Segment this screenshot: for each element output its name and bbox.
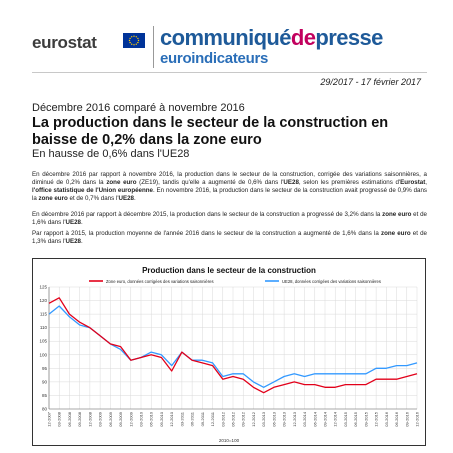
x-tick-label: 12-2012 <box>251 411 256 426</box>
x-tick-label: 03-2012 <box>220 411 225 426</box>
x-tick-label: 03-2009 <box>98 411 103 426</box>
chart-title: Production dans le secteur de la constru… <box>142 266 316 275</box>
x-tick-label: 12-2008 <box>87 411 92 426</box>
x-tick-label: 03-2011 <box>179 411 184 426</box>
x-tick-label: 03-2014 <box>302 411 307 426</box>
x-tick-label: 06-2008 <box>67 411 72 426</box>
x-tick-label: 06-2015 <box>353 411 358 426</box>
article-subtitle: En hausse de 0,6% dans l'UE28 <box>32 148 190 160</box>
paragraph-2: En décembre 2016 par rapport à décembre … <box>32 211 427 226</box>
legend-label-ue28: UE28, données corrigées des variations s… <box>282 279 381 284</box>
x-tick-label: 03-2010 <box>139 411 144 426</box>
y-tick-label: 100 <box>39 352 47 357</box>
x-tick-label: 12-2013 <box>292 411 297 426</box>
x-tick-label: 06-2014 <box>312 411 317 426</box>
x-tick-label: 09-2009 <box>118 411 123 426</box>
x-tick-label: 09-2011 <box>200 411 205 426</box>
chart-canvas: Production dans le secteur de la constru… <box>39 266 420 443</box>
x-tick-label: 09-2010 <box>159 411 164 426</box>
masthead-divider <box>153 26 154 68</box>
x-tick-label: 03-2016 <box>384 411 389 426</box>
x-tick-label: 09-2015 <box>363 411 368 426</box>
x-tick-label: 06-2011 <box>190 411 195 426</box>
x-tick-label: 09-2012 <box>241 411 246 426</box>
x-tick-label: 06-2013 <box>271 411 276 426</box>
paragraph-3: Par rapport à 2015, la production moyenn… <box>32 230 427 245</box>
x-tick-label: 09-2014 <box>323 411 328 426</box>
x-tick-label: 09-2013 <box>282 411 287 426</box>
x-tick-label: 12-2011 <box>210 411 215 426</box>
communique-de-presse-logo: communiquédepresse <box>160 25 383 50</box>
x-tick-label: 12-2010 <box>169 411 174 426</box>
x-tick-label: 06-2009 <box>108 411 113 426</box>
eurostat-logo: eurostat <box>32 33 97 52</box>
x-tick-label: 03-2008 <box>57 411 62 426</box>
y-tick-label: 120 <box>39 298 47 303</box>
article-title: La production dans le secteur de la cons… <box>32 115 389 148</box>
y-tick-label: 125 <box>39 285 47 290</box>
x-tick-label: 03-2015 <box>343 411 348 426</box>
y-tick-label: 95 <box>42 366 48 371</box>
y-tick-label: 85 <box>42 393 48 398</box>
eu-flag-icon <box>123 33 145 48</box>
masthead: eurostat communiquédepresse euroindicate… <box>0 0 453 68</box>
paragraph-1: En décembre 2016 par rapport à novembre … <box>32 171 427 202</box>
x-tick-label: 12-2007 <box>47 411 52 426</box>
x-tick-label: 06-2010 <box>149 411 154 426</box>
x-tick-label: 03-2013 <box>261 411 266 426</box>
x-tick-label: 12-2014 <box>333 411 338 426</box>
x-tick-label: 06-2012 <box>231 411 236 426</box>
x-tick-label: 12-2009 <box>128 411 133 426</box>
y-tick-label: 115 <box>40 312 48 317</box>
y-tick-label: 80 <box>42 407 48 412</box>
legend-label-zone-euro: Zone euro, données corrigées des variati… <box>106 279 214 284</box>
header-rule <box>32 72 427 73</box>
euroindicateurs-label: euroindicateurs <box>160 50 269 67</box>
x-axis-title: 2010=100 <box>219 438 240 443</box>
y-tick-label: 110 <box>40 325 48 330</box>
series-line-zone-euro <box>48 297 418 394</box>
y-tick-label: 105 <box>39 339 47 344</box>
article-kicker: Décembre 2016 comparé à novembre 2016 <box>32 102 245 114</box>
x-tick-label: 06-2016 <box>394 411 399 426</box>
x-tick-label: 12-2016 <box>415 411 420 426</box>
x-tick-label: 09-2008 <box>77 411 82 426</box>
x-tick-label: 12-2015 <box>374 411 379 426</box>
construction-production-chart: Production dans le secteur de la constru… <box>32 258 426 446</box>
y-tick-label: 90 <box>42 379 48 384</box>
release-number-date: 29/2017 - 17 février 2017 <box>320 77 421 87</box>
x-tick-label: 09-2016 <box>404 411 409 426</box>
